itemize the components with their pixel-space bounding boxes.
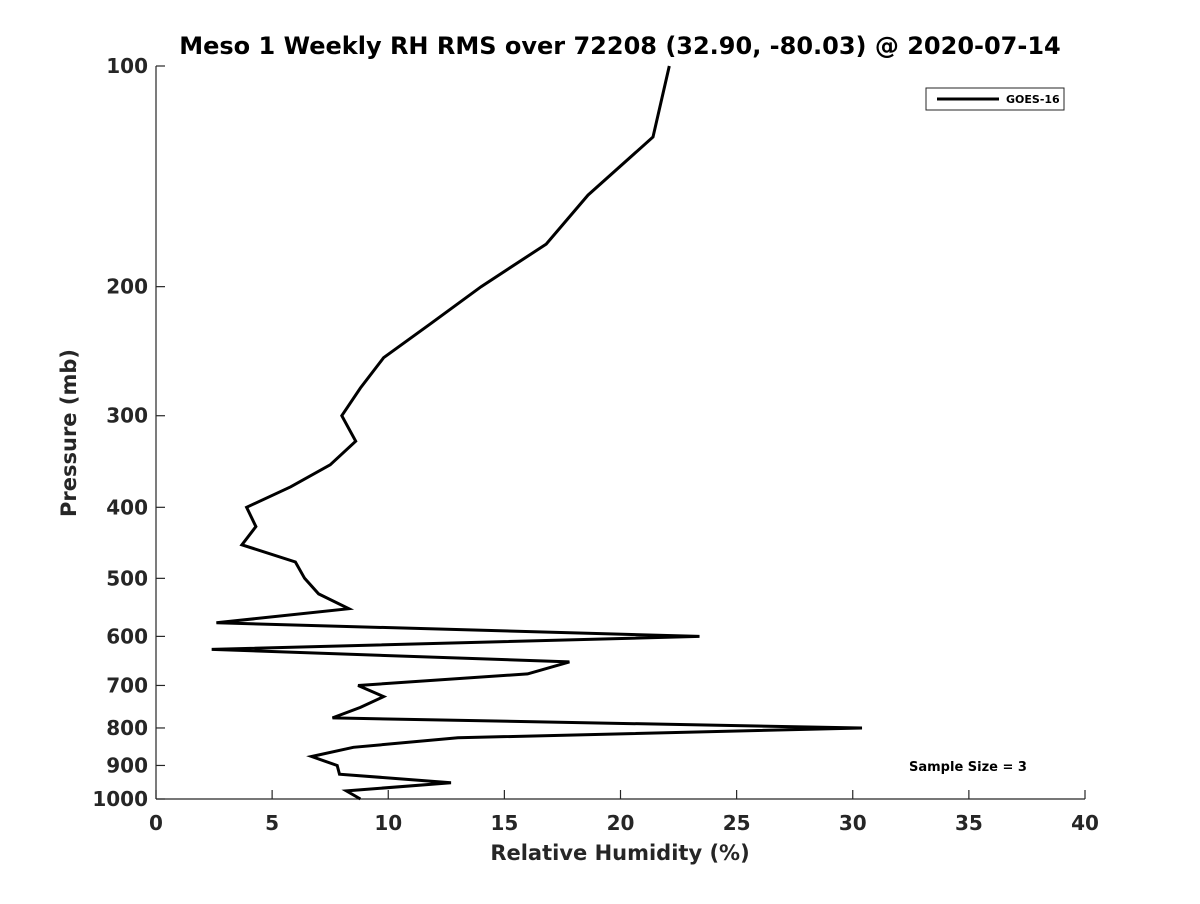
legend: GOES-16 xyxy=(926,88,1064,110)
x-tick-label: 30 xyxy=(839,811,867,835)
x-tick-label: 5 xyxy=(265,811,279,835)
x-tick-label: 20 xyxy=(607,811,635,835)
x-ticks: 0 5 10 15 20 25 30 35 40 xyxy=(149,790,1099,835)
y-axis-label: Pressure (mb) xyxy=(57,349,81,517)
y-tick-label: 300 xyxy=(106,404,148,428)
chart-title: Meso 1 Weekly RH RMS over 72208 (32.90, … xyxy=(179,32,1061,60)
y-tick-label: 500 xyxy=(106,566,148,590)
y-tick-label: 200 xyxy=(106,275,148,299)
x-axis-label: Relative Humidity (%) xyxy=(490,841,749,865)
x-tick-label: 10 xyxy=(374,811,402,835)
y-tick-label: 100 xyxy=(106,54,148,78)
x-tick-label: 35 xyxy=(955,811,983,835)
axes xyxy=(156,66,1085,799)
y-tick-label: 1000 xyxy=(92,787,148,811)
x-tick-label: 0 xyxy=(149,811,163,835)
y-ticks: 100 200 300 400 500 600 700 800 900 1000 xyxy=(92,54,165,811)
series-line-goes-16 xyxy=(212,66,862,799)
x-tick-label: 40 xyxy=(1071,811,1099,835)
y-tick-label: 400 xyxy=(106,495,148,519)
sample-size-annotation: Sample Size = 3 xyxy=(909,760,1027,775)
y-tick-label: 800 xyxy=(106,716,148,740)
y-tick-label: 900 xyxy=(106,753,148,777)
x-tick-label: 15 xyxy=(490,811,518,835)
y-tick-label: 700 xyxy=(106,673,148,697)
y-tick-label: 600 xyxy=(106,624,148,648)
x-tick-label: 25 xyxy=(723,811,751,835)
plot-lines xyxy=(212,66,863,799)
legend-label: GOES-16 xyxy=(1006,93,1060,106)
